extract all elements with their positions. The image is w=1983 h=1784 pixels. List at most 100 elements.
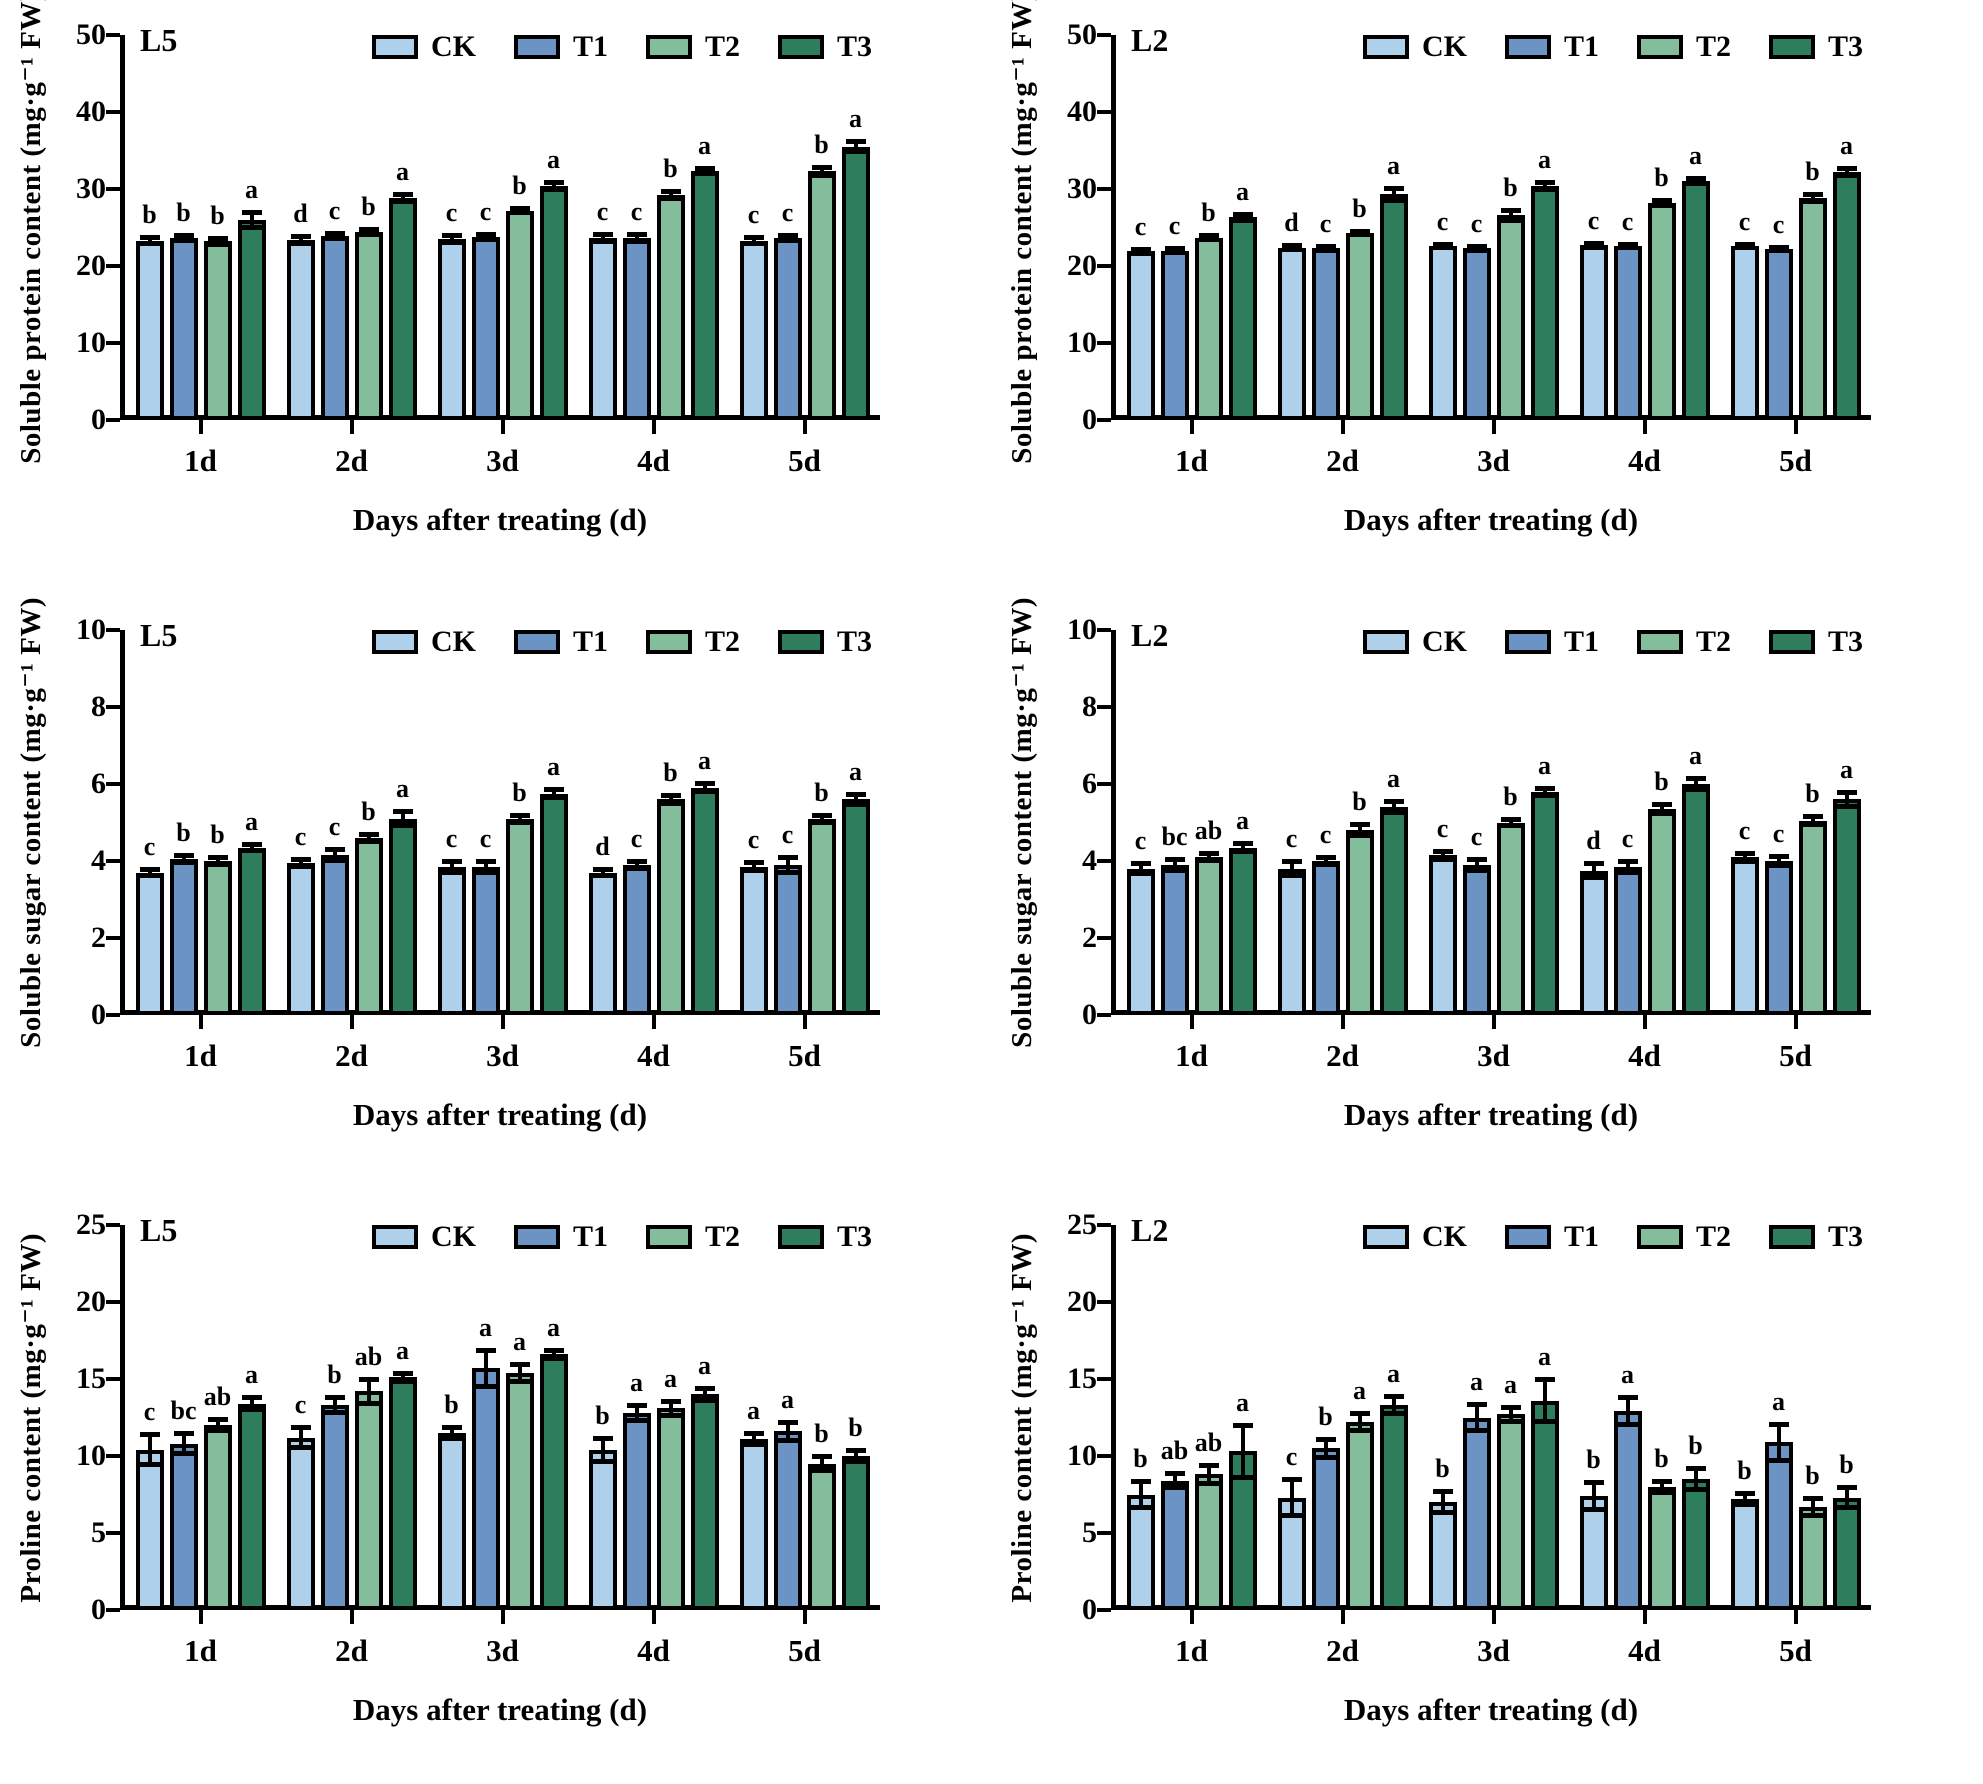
error-cap-top (1383, 1393, 1404, 1399)
sig-letter: a (1689, 141, 1702, 171)
bar-t3-2d (1379, 807, 1408, 1015)
error-bar (853, 1449, 858, 1463)
error-cap-bottom (811, 1468, 832, 1474)
error-bar (600, 1437, 605, 1463)
error-cap-top (1583, 860, 1604, 866)
sig-letter: a (849, 104, 862, 134)
y-tick-mark (106, 110, 120, 114)
error-cap-top (743, 234, 764, 240)
error-bar (1844, 791, 1849, 808)
error-bar (1240, 214, 1245, 221)
error-cap-bottom (743, 241, 764, 247)
error-cap-bottom (1432, 1509, 1453, 1515)
error-cap-bottom (1232, 1474, 1253, 1480)
sig-letter: c (143, 1397, 156, 1427)
sig-letter: a (1236, 805, 1249, 835)
bar-ck-2d (286, 239, 315, 420)
error-bar (1289, 1479, 1294, 1517)
bar-t1-1d (1160, 864, 1189, 1015)
y-tick-label: 10 (76, 613, 106, 646)
panel-label: L5 (140, 1212, 178, 1248)
error-cap-bottom (1617, 245, 1638, 251)
error-cap-bottom (1466, 1428, 1487, 1434)
sig-letter: c (328, 812, 341, 842)
x-tick-label: 2d (335, 1038, 368, 1073)
legend-swatch-ck (1363, 630, 1409, 654)
x-tick-label: 3d (1477, 443, 1510, 478)
error-cap-bottom (1768, 248, 1789, 254)
sig-letter: a (1621, 1360, 1634, 1390)
y-tick-mark (1097, 1223, 1111, 1227)
sig-letter: c (1168, 211, 1181, 241)
error-bar (634, 1405, 639, 1421)
error-cap-top (1534, 1377, 1555, 1382)
error-cap-bottom (1685, 181, 1706, 187)
sig-letter: b (1805, 778, 1820, 808)
error-cap-bottom (1130, 1505, 1151, 1511)
y-tick-label: 2 (1082, 921, 1097, 954)
sig-letter: b (1503, 781, 1518, 811)
error-cap-bottom (207, 861, 228, 867)
x-tick-mark (651, 1015, 656, 1029)
error-bar (785, 1422, 790, 1441)
error-cap-bottom (1836, 172, 1857, 178)
legend-swatch-t3 (1769, 630, 1816, 654)
bar-t2-2d (1345, 1422, 1374, 1610)
error-cap-bottom (475, 1383, 496, 1389)
bar-t3-5d (1832, 172, 1861, 420)
error-cap-bottom (1315, 861, 1336, 867)
y-tick-mark (1097, 1454, 1111, 1458)
error-cap-bottom (290, 240, 311, 246)
legend-item-t2: T2 (1637, 625, 1731, 659)
error-cap-bottom (1651, 810, 1672, 816)
sig-letter: b (512, 777, 527, 807)
bar-t2-5d (1798, 820, 1827, 1015)
error-cap-bottom (358, 838, 379, 844)
bar-ck-1d (1126, 868, 1155, 1015)
y-tick-mark (1097, 264, 1111, 268)
x-tick-mark (651, 420, 656, 434)
bar-t2-4d (1647, 809, 1676, 1015)
error-cap-top (1651, 802, 1672, 808)
x-tick-mark (349, 1610, 354, 1624)
bar-t3-3d (1530, 185, 1559, 420)
error-cap-top (1281, 1477, 1302, 1483)
error-cap-bottom (694, 789, 715, 795)
sig-letter: a (513, 1326, 526, 1356)
sig-letter: c (328, 195, 341, 225)
legend-swatch-t1 (1505, 630, 1551, 654)
error-cap-bottom (811, 819, 832, 825)
error-bar (702, 168, 707, 175)
bar-t2-4d (656, 195, 685, 420)
x-tick-mark (198, 1015, 203, 1029)
y-tick-mark (106, 1454, 120, 1458)
error-bar (483, 1349, 488, 1387)
y-tick-label: 6 (1082, 767, 1097, 800)
y-tick-label: 2 (91, 921, 106, 954)
error-bar (249, 1397, 254, 1410)
y-axis-label-text: Soluble protein content (mg·g⁻¹ FW) (1006, 0, 1038, 464)
error-cap-bottom (1734, 1502, 1755, 1508)
y-tick-label: 0 (1082, 1593, 1097, 1626)
error-cap-bottom (1232, 217, 1253, 223)
sig-letter: a (245, 175, 258, 205)
sig-letter: ab (1194, 1428, 1223, 1458)
y-tick-mark (106, 1013, 120, 1017)
legend-item-t3: T3 (1769, 625, 1863, 659)
bar-ck-3d (1428, 245, 1457, 420)
bar-t3-5d (1832, 1497, 1861, 1610)
error-cap-top (1500, 207, 1521, 213)
error-bar (400, 194, 405, 203)
error-bar (332, 232, 337, 240)
chart-soluble-sugar-l5: Soluble sugar content (mg·g⁻¹ FW) L5 0 2 4 6 8… (0, 595, 991, 1190)
error-cap-top (1164, 246, 1185, 252)
bar-t3-3d (1530, 791, 1559, 1015)
legend-label: T3 (1828, 1220, 1864, 1253)
bar-t2-3d (1496, 215, 1525, 420)
error-cap-top (1534, 785, 1555, 791)
error-cap-top (1685, 1466, 1706, 1472)
plot-area (120, 630, 880, 1015)
sig-letter: a (1689, 741, 1702, 771)
error-cap-top (1232, 840, 1253, 846)
